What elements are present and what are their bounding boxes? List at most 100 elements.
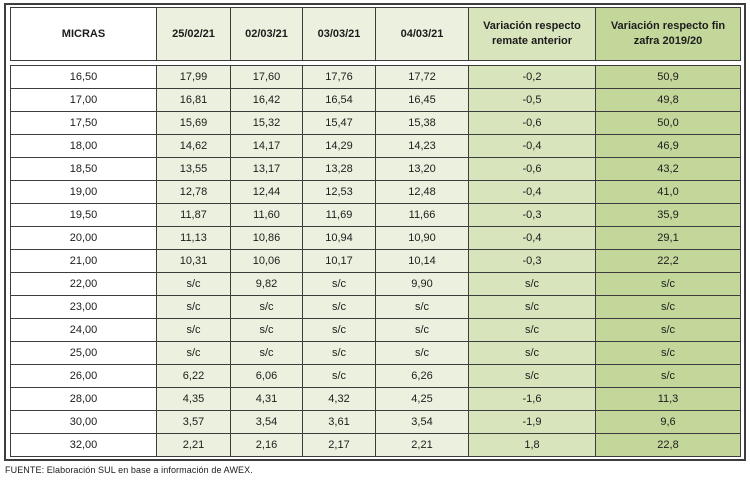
price-cell-date-4: 14,23 xyxy=(375,134,469,158)
price-cell-date-1: 11,87 xyxy=(156,203,231,227)
price-cell-date-3: 2,17 xyxy=(302,433,376,457)
price-cell-date-4: 6,26 xyxy=(375,364,469,388)
variation-remate-cell: -0,5 xyxy=(468,88,596,112)
price-cell-date-4: 16,45 xyxy=(375,88,469,112)
table-row: 20,00 11,13 10,86 10,94 10,90 -0,4 29,1 xyxy=(10,226,741,250)
micras-cell: 23,00 xyxy=(10,295,157,319)
header-body-gap-cell xyxy=(10,60,741,66)
price-cell-date-1: 14,62 xyxy=(156,134,231,158)
price-cell-date-2: 2,16 xyxy=(230,433,303,457)
price-cell-date-1: 6,22 xyxy=(156,364,231,388)
price-cell-date-3: s/c xyxy=(302,272,376,296)
variation-remate-cell: -1,6 xyxy=(468,387,596,411)
micras-cell: 18,00 xyxy=(10,134,157,158)
header-variation-remate: Variación respecto remate anterior xyxy=(468,7,596,61)
variation-zafra-cell: 35,9 xyxy=(595,203,741,227)
table-row: 25,00 s/c s/c s/c s/c s/c s/c xyxy=(10,341,741,365)
micras-cell: 22,00 xyxy=(10,272,157,296)
variation-remate-cell: -0,6 xyxy=(468,111,596,135)
price-cell-date-4: s/c xyxy=(375,341,469,365)
price-cell-date-3: 10,17 xyxy=(302,249,376,273)
header-date-3: 03/03/21 xyxy=(302,7,376,61)
table-row: 23,00 s/c s/c s/c s/c s/c s/c xyxy=(10,295,741,319)
variation-zafra-cell: 22,8 xyxy=(595,433,741,457)
variation-zafra-cell: s/c xyxy=(595,295,741,319)
table-row: 18,00 14,62 14,17 14,29 14,23 -0,4 46,9 xyxy=(10,134,741,158)
variation-zafra-cell: 11,3 xyxy=(595,387,741,411)
variation-zafra-cell: 50,0 xyxy=(595,111,741,135)
micras-cell: 21,00 xyxy=(10,249,157,273)
variation-zafra-cell: 46,9 xyxy=(595,134,741,158)
price-cell-date-3: 17,76 xyxy=(302,65,376,89)
table-row: 28,00 4,35 4,31 4,32 4,25 -1,6 11,3 xyxy=(10,387,741,411)
price-cell-date-2: s/c xyxy=(230,295,303,319)
price-cell-date-4: 2,21 xyxy=(375,433,469,457)
micras-cell: 25,00 xyxy=(10,341,157,365)
price-cell-date-2: 10,86 xyxy=(230,226,303,250)
micras-cell: 19,50 xyxy=(10,203,157,227)
price-cell-date-3: 13,28 xyxy=(302,157,376,181)
price-cell-date-1: 10,31 xyxy=(156,249,231,273)
price-cell-date-4: 9,90 xyxy=(375,272,469,296)
price-cell-date-3: s/c xyxy=(302,341,376,365)
table-row: 17,50 15,69 15,32 15,47 15,38 -0,6 50,0 xyxy=(10,111,741,135)
table-row: 21,00 10,31 10,06 10,17 10,14 -0,3 22,2 xyxy=(10,249,741,273)
variation-remate-cell: s/c xyxy=(468,364,596,388)
price-cell-date-1: s/c xyxy=(156,295,231,319)
price-cell-date-2: s/c xyxy=(230,318,303,342)
price-cell-date-4: 10,14 xyxy=(375,249,469,273)
variation-zafra-cell: s/c xyxy=(595,318,741,342)
table-row: 22,00 s/c 9,82 s/c 9,90 s/c s/c xyxy=(10,272,741,296)
header-variation-zafra: Variación respecto fin zafra 2019/20 xyxy=(595,7,741,61)
variation-zafra-cell: 22,2 xyxy=(595,249,741,273)
micras-cell: 19,00 xyxy=(10,180,157,204)
table-row: 17,00 16,81 16,42 16,54 16,45 -0,5 49,8 xyxy=(10,88,741,112)
price-cell-date-4: 13,20 xyxy=(375,157,469,181)
table-row: 19,50 11,87 11,60 11,69 11,66 -0,3 35,9 xyxy=(10,203,741,227)
variation-remate-cell: -0,2 xyxy=(468,65,596,89)
table-row: 18,50 13,55 13,17 13,28 13,20 -0,6 43,2 xyxy=(10,157,741,181)
micron-price-table-frame: MICRAS 25/02/21 02/03/21 03/03/21 04/03/… xyxy=(4,3,746,461)
variation-remate-cell: -1,9 xyxy=(468,410,596,434)
price-cell-date-3: 3,61 xyxy=(302,410,376,434)
price-cell-date-1: 13,55 xyxy=(156,157,231,181)
micras-cell: 20,00 xyxy=(10,226,157,250)
variation-remate-cell: s/c xyxy=(468,272,596,296)
micras-cell: 28,00 xyxy=(10,387,157,411)
header-date-1: 25/02/21 xyxy=(156,7,231,61)
price-cell-date-2: 15,32 xyxy=(230,111,303,135)
variation-zafra-cell: s/c xyxy=(595,272,741,296)
table-row: 26,00 6,22 6,06 s/c 6,26 s/c s/c xyxy=(10,364,741,388)
micras-cell: 32,00 xyxy=(10,433,157,457)
price-cell-date-2: 17,60 xyxy=(230,65,303,89)
micras-cell: 24,00 xyxy=(10,318,157,342)
variation-zafra-cell: 29,1 xyxy=(595,226,741,250)
variation-zafra-cell: 43,2 xyxy=(595,157,741,181)
header-micras: MICRAS xyxy=(10,7,157,61)
price-cell-date-1: 17,99 xyxy=(156,65,231,89)
price-cell-date-3: 12,53 xyxy=(302,180,376,204)
price-cell-date-3: 14,29 xyxy=(302,134,376,158)
price-cell-date-3: 10,94 xyxy=(302,226,376,250)
source-note: FUENTE: Elaboración SUL en base a inform… xyxy=(5,465,253,475)
variation-remate-cell: -0,3 xyxy=(468,203,596,227)
price-cell-date-3: s/c xyxy=(302,318,376,342)
price-cell-date-2: s/c xyxy=(230,341,303,365)
price-cell-date-3: 15,47 xyxy=(302,111,376,135)
table-body: 16,50 17,99 17,60 17,76 17,72 -0,2 50,9 … xyxy=(10,65,741,457)
micras-cell: 30,00 xyxy=(10,410,157,434)
price-cell-date-1: s/c xyxy=(156,272,231,296)
price-cell-date-3: s/c xyxy=(302,295,376,319)
price-cell-date-4: 17,72 xyxy=(375,65,469,89)
price-cell-date-1: 12,78 xyxy=(156,180,231,204)
price-cell-date-4: 4,25 xyxy=(375,387,469,411)
header-date-4: 04/03/21 xyxy=(375,7,469,61)
price-cell-date-3: 11,69 xyxy=(302,203,376,227)
variation-zafra-cell: s/c xyxy=(595,341,741,365)
variation-zafra-cell: s/c xyxy=(595,364,741,388)
variation-remate-cell: s/c xyxy=(468,295,596,319)
price-cell-date-2: 10,06 xyxy=(230,249,303,273)
variation-remate-cell: s/c xyxy=(468,341,596,365)
price-cell-date-3: 16,54 xyxy=(302,88,376,112)
